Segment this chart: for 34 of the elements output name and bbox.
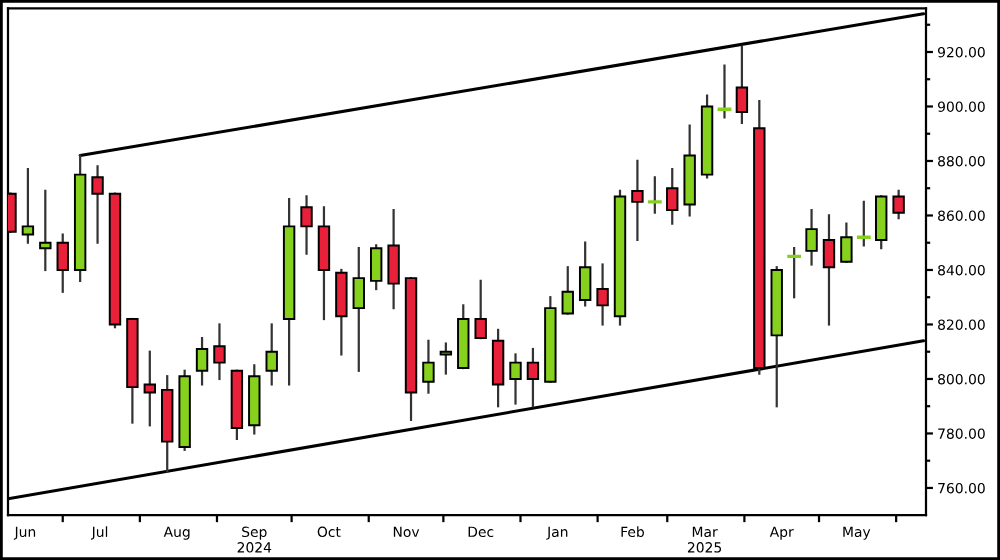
candlestick — [822, 214, 836, 326]
candlestick — [666, 168, 679, 225]
candlestick — [21, 168, 35, 244]
candlestick — [735, 45, 749, 124]
candlestick — [265, 323, 278, 386]
candlestick — [856, 200, 871, 247]
candlestick — [335, 268, 348, 356]
candlestick — [300, 195, 313, 255]
candlestick — [509, 353, 522, 405]
candlestick — [213, 323, 226, 381]
candlestick — [143, 350, 156, 427]
candlestick — [91, 165, 104, 244]
candlestick — [787, 247, 802, 299]
candlestick — [491, 328, 505, 408]
candlestick — [474, 279, 487, 340]
candlestick — [717, 64, 732, 119]
candlestick — [578, 241, 592, 307]
candlestick — [561, 266, 574, 315]
candlestick — [596, 263, 609, 326]
candlestick — [352, 247, 365, 372]
candlestick — [56, 233, 69, 293]
candlestick — [422, 339, 435, 394]
candlestick — [526, 347, 540, 408]
candlestick — [647, 176, 662, 214]
candlestick — [370, 244, 383, 291]
candlestick — [317, 206, 331, 321]
candlestick — [805, 208, 818, 266]
candlestick — [39, 189, 52, 272]
candlestick — [840, 222, 853, 263]
candlestick — [631, 159, 644, 242]
candlestick — [892, 189, 905, 220]
candlestick — [195, 336, 209, 386]
candlestick — [387, 208, 400, 310]
candlestick — [875, 195, 888, 250]
